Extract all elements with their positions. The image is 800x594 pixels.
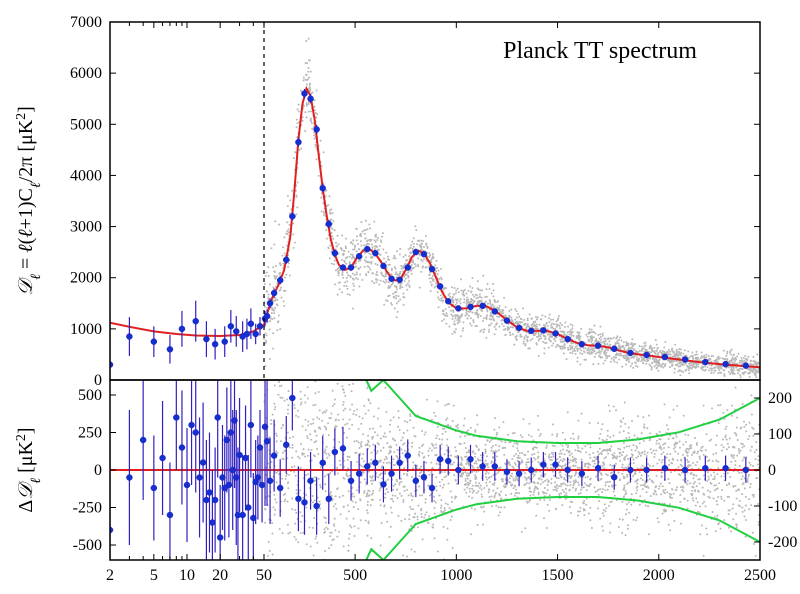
planck-tt-figure: 01000200030004000500060007000-500-250025… <box>0 0 800 594</box>
top-ylabel: 𝒟ℓ = ℓ(ℓ+1)Cℓ/2π [μK2] <box>14 106 44 296</box>
bot-ylabel: Δ𝒟ℓ [μK2] <box>14 427 44 512</box>
plot-title: Planck TT spectrum <box>503 38 697 64</box>
